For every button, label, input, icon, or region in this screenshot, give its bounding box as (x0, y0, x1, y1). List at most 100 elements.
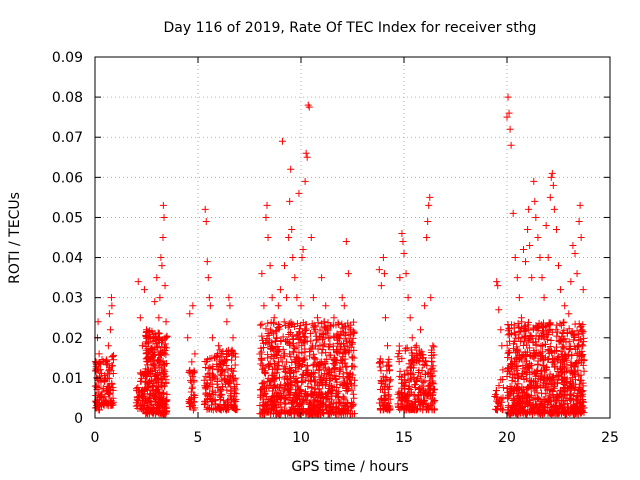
data-point (547, 337, 555, 345)
data-point (223, 350, 231, 358)
data-point (578, 329, 586, 337)
data-point (101, 358, 109, 366)
data-point (190, 378, 198, 386)
data-point (546, 193, 554, 201)
data-point (318, 335, 326, 343)
data-point (93, 382, 101, 390)
data-point (293, 396, 301, 404)
data-point (274, 302, 282, 310)
data-point (327, 390, 335, 398)
data-point (219, 348, 227, 356)
data-point (425, 201, 433, 209)
data-point (514, 320, 522, 328)
data-point (324, 370, 332, 378)
data-point (282, 399, 290, 407)
data-point (543, 322, 551, 330)
data-point (421, 388, 429, 396)
data-point (274, 396, 282, 404)
data-point (570, 336, 578, 344)
data-point (505, 325, 513, 333)
data-point (565, 346, 573, 354)
data-point (412, 342, 420, 350)
data-point (284, 409, 292, 417)
data-point (159, 201, 167, 209)
data-point (412, 350, 420, 358)
data-point (394, 390, 402, 398)
data-point (408, 351, 416, 359)
data-point (412, 398, 420, 406)
data-point (348, 386, 356, 394)
data-point (324, 319, 332, 327)
data-point (533, 408, 541, 416)
data-point (541, 341, 549, 349)
axes: 0 5 10 15 20 25 0 0.01 0.02 0.03 0.04 0.05 0.06 0.07 0… (52, 50, 619, 446)
data-point (156, 410, 164, 418)
data-point (317, 410, 325, 418)
data-point (326, 340, 334, 348)
data-point (302, 149, 310, 157)
data-point (400, 250, 408, 258)
data-point (505, 109, 513, 117)
data-point (149, 354, 157, 362)
data-point (407, 357, 415, 365)
data-point (158, 379, 166, 387)
data-point (517, 353, 525, 361)
data-point (264, 329, 272, 337)
data-point (376, 363, 384, 371)
data-point (519, 246, 527, 254)
data-point (155, 329, 163, 337)
y-tick-label: 0.02 (52, 331, 83, 347)
data-point (311, 369, 319, 377)
data-point (532, 401, 540, 409)
data-point (288, 225, 296, 233)
data-point (522, 375, 530, 383)
data-point (303, 337, 311, 345)
data-point (309, 342, 317, 350)
data-point (407, 346, 415, 354)
data-point (158, 395, 166, 403)
data-point (416, 389, 424, 397)
data-point (578, 341, 586, 349)
data-point (337, 356, 345, 364)
data-point (323, 404, 331, 412)
data-point (303, 392, 311, 400)
data-point (579, 286, 587, 294)
data-point (286, 369, 294, 377)
data-point (155, 363, 163, 371)
data-point (546, 343, 554, 351)
data-point (108, 353, 116, 361)
data-point (143, 369, 151, 377)
data-point (514, 410, 522, 418)
data-point (151, 298, 159, 306)
data-point (557, 365, 565, 373)
data-point (511, 254, 519, 262)
data-point (333, 404, 341, 412)
data-point (386, 376, 394, 384)
data-point (159, 396, 167, 404)
data-point (545, 326, 553, 334)
data-point (344, 410, 352, 418)
data-point (307, 234, 315, 241)
data-point (403, 401, 411, 409)
data-point (396, 274, 404, 282)
data-point (580, 334, 588, 342)
data-point (229, 334, 237, 342)
data-point (564, 404, 572, 412)
data-point (292, 355, 300, 363)
data-point (326, 376, 334, 384)
data-point (571, 250, 579, 258)
data-point (152, 333, 160, 341)
data-point (554, 410, 562, 418)
data-point (298, 390, 306, 398)
data-point (154, 329, 162, 337)
data-point (330, 383, 338, 391)
data-point (286, 328, 294, 336)
data-point (506, 337, 514, 345)
data-point (189, 302, 197, 310)
data-point (419, 361, 427, 369)
data-point (549, 181, 557, 189)
data-point (311, 355, 319, 363)
data-point (522, 353, 530, 361)
data-point (202, 382, 210, 390)
data-point (554, 356, 562, 364)
